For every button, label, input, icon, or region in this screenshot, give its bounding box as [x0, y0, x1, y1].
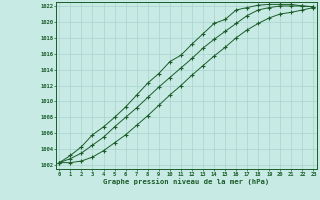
X-axis label: Graphe pression niveau de la mer (hPa): Graphe pression niveau de la mer (hPa) — [103, 178, 269, 185]
